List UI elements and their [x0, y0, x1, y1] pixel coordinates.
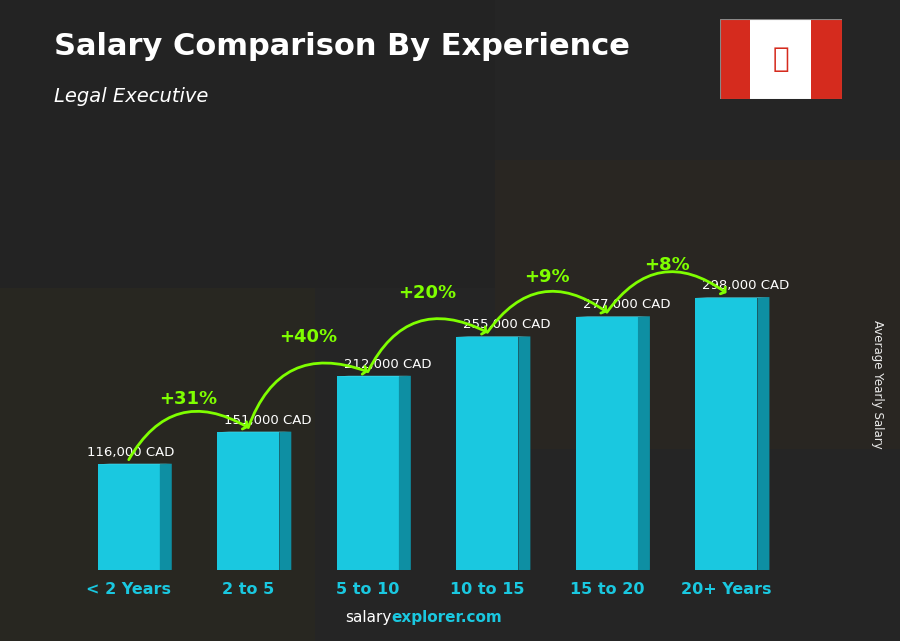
Polygon shape: [638, 316, 650, 570]
Text: 151,000 CAD: 151,000 CAD: [224, 413, 312, 427]
Text: +31%: +31%: [159, 390, 218, 408]
Polygon shape: [518, 337, 530, 570]
Polygon shape: [279, 431, 292, 570]
Bar: [0, 288, 315, 641]
Polygon shape: [399, 376, 410, 570]
Polygon shape: [98, 464, 160, 570]
Bar: [0, 0, 495, 288]
Text: +9%: +9%: [525, 269, 570, 287]
Polygon shape: [696, 297, 758, 570]
Text: 298,000 CAD: 298,000 CAD: [703, 279, 789, 292]
Text: 116,000 CAD: 116,000 CAD: [87, 445, 175, 459]
Text: +40%: +40%: [279, 328, 338, 346]
Polygon shape: [576, 317, 638, 570]
Polygon shape: [758, 297, 770, 570]
Polygon shape: [456, 337, 518, 570]
Text: 🍁: 🍁: [772, 46, 789, 73]
Polygon shape: [337, 376, 399, 570]
Text: +20%: +20%: [399, 284, 456, 302]
Polygon shape: [160, 463, 172, 570]
Text: 255,000 CAD: 255,000 CAD: [464, 319, 551, 331]
Text: 212,000 CAD: 212,000 CAD: [344, 358, 431, 371]
Text: Salary Comparison By Experience: Salary Comparison By Experience: [54, 32, 630, 61]
Bar: [495, 160, 900, 449]
Text: explorer.com: explorer.com: [392, 610, 502, 625]
Text: +8%: +8%: [644, 256, 689, 274]
Text: 277,000 CAD: 277,000 CAD: [583, 298, 670, 312]
Bar: [720, 19, 751, 99]
Text: salary: salary: [345, 610, 392, 625]
Bar: [811, 19, 842, 99]
Text: Legal Executive: Legal Executive: [54, 87, 209, 106]
Polygon shape: [217, 432, 279, 570]
Text: Average Yearly Salary: Average Yearly Salary: [871, 320, 884, 449]
